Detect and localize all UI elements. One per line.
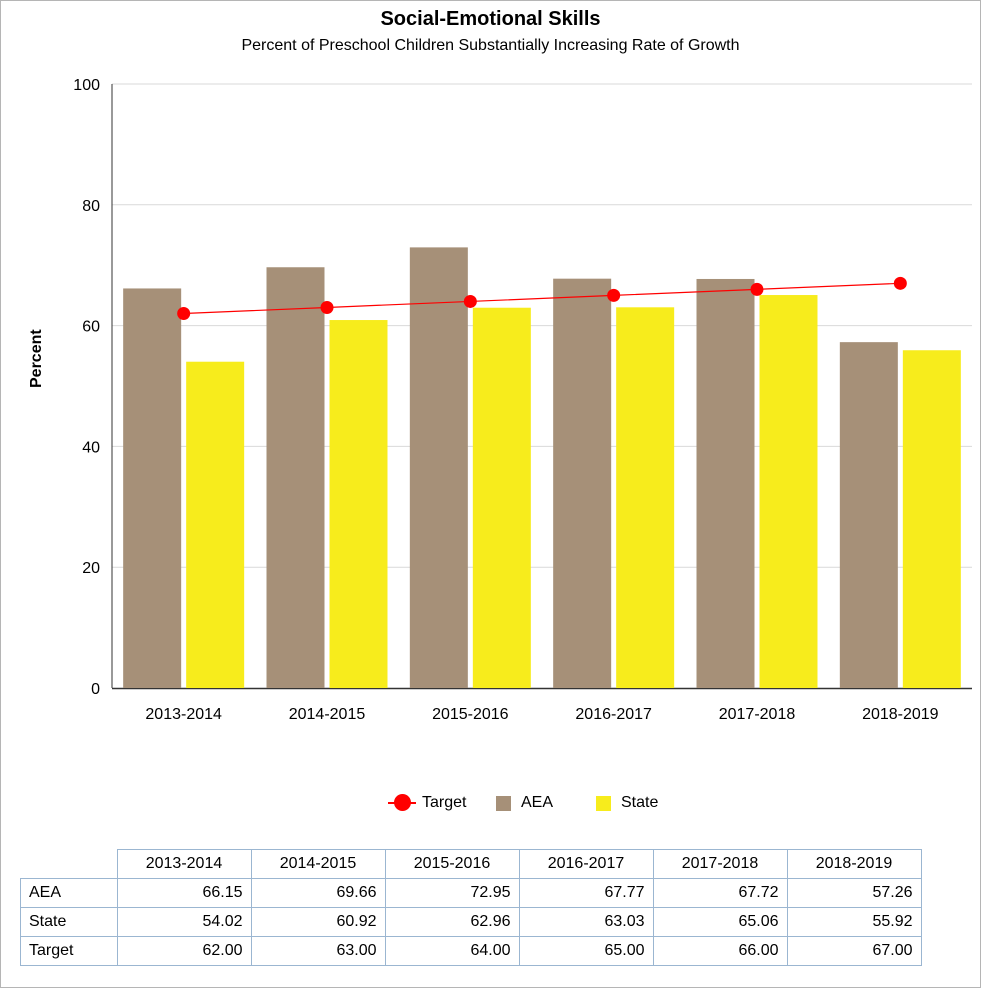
table-cell: 69.66 [250, 878, 386, 908]
table-corner [20, 849, 118, 879]
table-cell: 67.77 [518, 878, 654, 908]
table-column-header: 2014-2015 [250, 849, 386, 879]
aea-swatch-icon [496, 795, 511, 811]
y-tick-label: 0 [91, 681, 100, 698]
table-cell: 66.15 [116, 878, 252, 908]
bar-aea [123, 288, 182, 688]
data-table: 2013-2014 2014-2015 2015-2016 2016-2017 … [20, 849, 922, 966]
x-tick-label: 2014-2015 [289, 706, 366, 723]
table-cell: 67.72 [652, 878, 788, 908]
chart-subtitle: Percent of Preschool Children Substantia… [241, 37, 740, 54]
state-swatch-icon [596, 795, 611, 811]
chart-title: Social-Emotional Skills [380, 8, 601, 30]
bar-aea [839, 342, 898, 688]
table-cell: 62.96 [384, 907, 520, 937]
table-cell: 54.02 [116, 907, 252, 937]
x-tick-label: 2017-2018 [719, 706, 796, 723]
target-marker-icon [388, 790, 416, 816]
table-row-label: AEA [20, 878, 118, 908]
bar-state [902, 350, 961, 688]
target-point [463, 294, 477, 308]
table-cell: 67.00 [786, 936, 922, 966]
y-tick-label: 40 [82, 439, 100, 456]
target-point [607, 288, 621, 302]
table-cell: 57.26 [786, 878, 922, 908]
target-line [183, 282, 901, 315]
target-point [177, 307, 191, 321]
table-column-header: 2017-2018 [652, 849, 788, 879]
bar-aea [696, 278, 755, 688]
x-tick-label: 2013-2014 [145, 706, 222, 723]
y-tick-label: 60 [82, 319, 100, 336]
legend-label-state: State [621, 794, 659, 811]
table-cell: 65.06 [652, 907, 788, 937]
table-cell: 72.95 [384, 878, 520, 908]
table-row: State 54.02 60.92 62.96 63.03 65.06 55.9… [20, 907, 922, 937]
x-tick-label: 2015-2016 [432, 706, 509, 723]
y-tick-label: 100 [73, 77, 100, 94]
target-point [893, 276, 907, 290]
legend: Target AEA State [0, 790, 981, 816]
table-header-row: 2013-2014 2014-2015 2015-2016 2016-2017 … [20, 849, 922, 879]
table-column-header: 2018-2019 [786, 849, 922, 879]
target-point [320, 300, 334, 314]
bar-state [329, 320, 388, 688]
y-tick-label: 20 [82, 560, 100, 577]
table-row: Target 62.00 63.00 64.00 65.00 66.00 67.… [20, 936, 922, 966]
bar-state [759, 295, 818, 688]
table-cell: 63.03 [518, 907, 654, 937]
table-row-label: Target [20, 936, 118, 966]
bar-aea [266, 267, 325, 688]
target-point [750, 282, 764, 296]
legend-label-target: Target [422, 794, 467, 811]
legend-item-state[interactable]: State [596, 790, 658, 816]
table-cell: 55.92 [786, 907, 922, 937]
table-cell: 60.92 [250, 907, 386, 937]
x-tick-label: 2016-2017 [575, 706, 652, 723]
table-cell: 66.00 [652, 936, 788, 966]
chart-plot: 0 20 40 60 80 100 2013-2014 2014-2015 2015-2016 2… [73, 77, 972, 723]
y-tick-label: 80 [82, 198, 100, 215]
table-column-header: 2013-2014 [116, 849, 252, 879]
legend-item-aea[interactable]: AEA [496, 790, 553, 816]
table-cell: 64.00 [384, 936, 520, 966]
bar-state [186, 361, 245, 688]
table-column-header: 2016-2017 [518, 849, 654, 879]
table-row-label: State [20, 907, 118, 937]
table-cell: 63.00 [250, 936, 386, 966]
bar-state [472, 307, 531, 688]
table-cell: 65.00 [518, 936, 654, 966]
x-tick-label: 2018-2019 [862, 706, 939, 723]
table-row: AEA 66.15 69.66 72.95 67.77 67.72 57.26 [20, 878, 922, 908]
bar-aea [553, 278, 612, 688]
table-column-header: 2015-2016 [384, 849, 520, 879]
legend-label-aea: AEA [521, 794, 554, 811]
table-cell: 62.00 [116, 936, 252, 966]
bar-state [616, 307, 675, 688]
legend-item-target[interactable]: Target [388, 790, 466, 816]
bar-aea [409, 247, 468, 688]
